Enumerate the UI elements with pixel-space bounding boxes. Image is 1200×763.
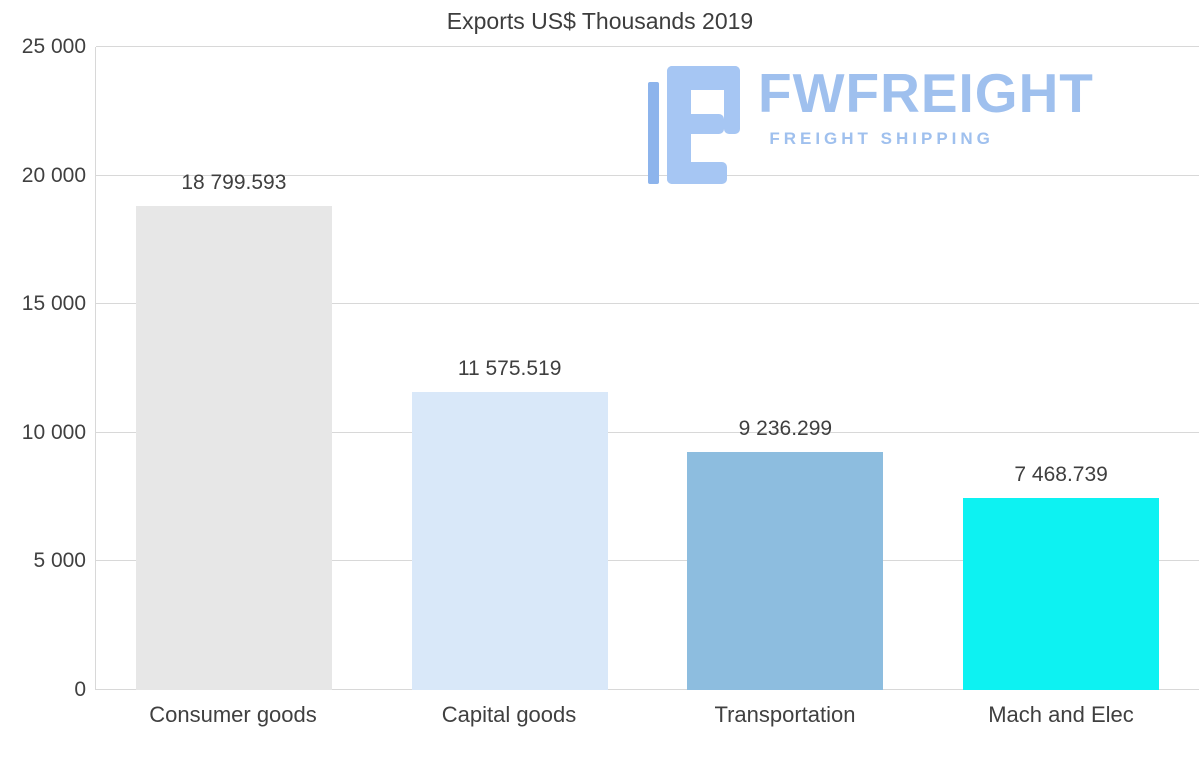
gridline <box>96 689 1199 690</box>
bar-value-label: 18 799.593 <box>181 171 287 195</box>
bar-value-label: 9 236.299 <box>738 417 833 441</box>
bar-transportation <box>687 452 884 690</box>
x-axis-category-label: Consumer goods <box>149 702 317 727</box>
gridline <box>96 46 1199 47</box>
x-axis-category-label: Transportation <box>714 702 856 727</box>
bar-slot: 9 236.299 <box>648 47 924 690</box>
bar-mach-and-elec <box>963 497 1160 690</box>
y-axis: 0 5 000 10 000 15 000 20 000 25 000 <box>0 35 86 701</box>
bars: 18 799.593 11 575.519 9 236.299 7 468.739 <box>96 47 1199 690</box>
x-axis-category-label: Capital goods <box>441 702 577 727</box>
y-axis-tick-label: 20 000 <box>21 163 86 187</box>
y-axis-tick-label: 15 000 <box>21 292 86 316</box>
bar-capital-goods <box>411 392 608 690</box>
y-axis-tick-label: 0 <box>74 678 86 701</box>
x-axis-category-label: Mach and Elec <box>988 702 1134 727</box>
bar-value-label: 7 468.739 <box>1014 462 1108 486</box>
bar-consumer-goods <box>135 206 332 690</box>
gridline <box>96 431 1199 433</box>
y-axis-tick-label: 5 000 <box>33 549 86 573</box>
bar-slot: 18 799.593 <box>96 47 372 690</box>
gridline <box>96 174 1199 176</box>
chart-title: Exports US$ Thousands 2019 <box>446 8 754 34</box>
bar-slot: 11 575.519 <box>372 47 648 690</box>
gridline <box>96 560 1199 562</box>
y-axis-tick-label: 10 000 <box>21 420 86 444</box>
plot-area: 18 799.593 11 575.519 9 236.299 7 468.739 <box>95 46 1199 690</box>
bar-value-label: 11 575.519 <box>457 357 562 381</box>
bar-slot: 7 468.739 <box>923 47 1199 690</box>
gridline <box>96 303 1199 305</box>
y-axis-tick-label: 25 000 <box>21 35 86 58</box>
x-axis: Consumer goods Capital goods Transportatio… <box>95 702 1199 728</box>
